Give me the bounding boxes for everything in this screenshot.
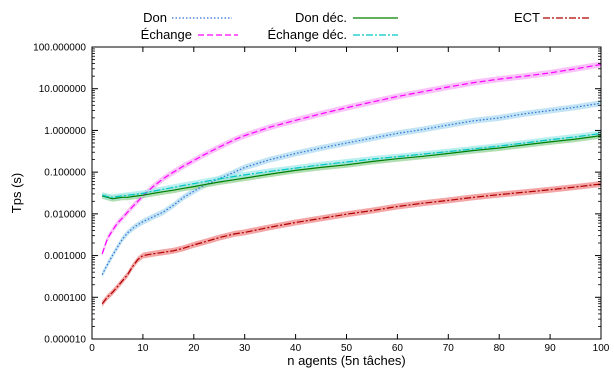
- x-tick-label: 60: [392, 343, 404, 354]
- x-tick-label: 10: [137, 343, 149, 354]
- series-line: [101, 63, 602, 254]
- series-line: [102, 135, 602, 200]
- x-tick-label: 40: [290, 343, 302, 354]
- x-axis-title: n agents (5n tâches): [287, 353, 406, 368]
- y-tick-label: 0.000100: [44, 293, 86, 304]
- x-tick-label: 50: [341, 343, 353, 354]
- legend-label: Don: [143, 10, 167, 25]
- y-axis: 0.000010 0.000100 0.001000 0.010000 0.100000…: [33, 43, 601, 346]
- y-tick-label: 100.000000: [33, 43, 86, 54]
- x-tick-label: 90: [545, 343, 557, 354]
- y-tick-label: 0.001000: [44, 251, 86, 262]
- legend-label: ECT: [514, 10, 540, 25]
- y-tick-label: 10.000000: [39, 84, 87, 95]
- legend-label: Échange déc.: [267, 27, 347, 42]
- x-tick-label: 80: [494, 343, 506, 354]
- series-lines: [101, 63, 602, 305]
- legend-label: Échange: [141, 27, 192, 42]
- y-tick-label: 0.000010: [44, 335, 86, 346]
- legend-label: Don déc.: [295, 10, 347, 25]
- y-tick-label: 0.100000: [44, 168, 86, 179]
- series-line: [101, 183, 602, 305]
- y-tick-label: 1.000000: [44, 126, 86, 137]
- x-tick-label: 100: [593, 343, 610, 354]
- legend: Don Échange Don déc. Échange déc. ECT: [141, 10, 590, 42]
- x-tick-label: 0: [89, 343, 95, 354]
- series-band: [102, 100, 601, 278]
- x-tick-label: 20: [188, 343, 200, 354]
- x-tick-label: 30: [239, 343, 251, 354]
- x-axis: 0 10 20 30 40 50 60 70 80 90 100: [89, 47, 610, 354]
- y-tick-label: 0.010000: [44, 209, 86, 220]
- x-tick-label: 70: [443, 343, 455, 354]
- confidence-bands: [102, 61, 601, 307]
- y-axis-title: Tps (s): [9, 173, 24, 213]
- series-band: [102, 181, 601, 307]
- series-line: [101, 102, 602, 275]
- series-band: [102, 130, 601, 201]
- series-line: [102, 132, 602, 198]
